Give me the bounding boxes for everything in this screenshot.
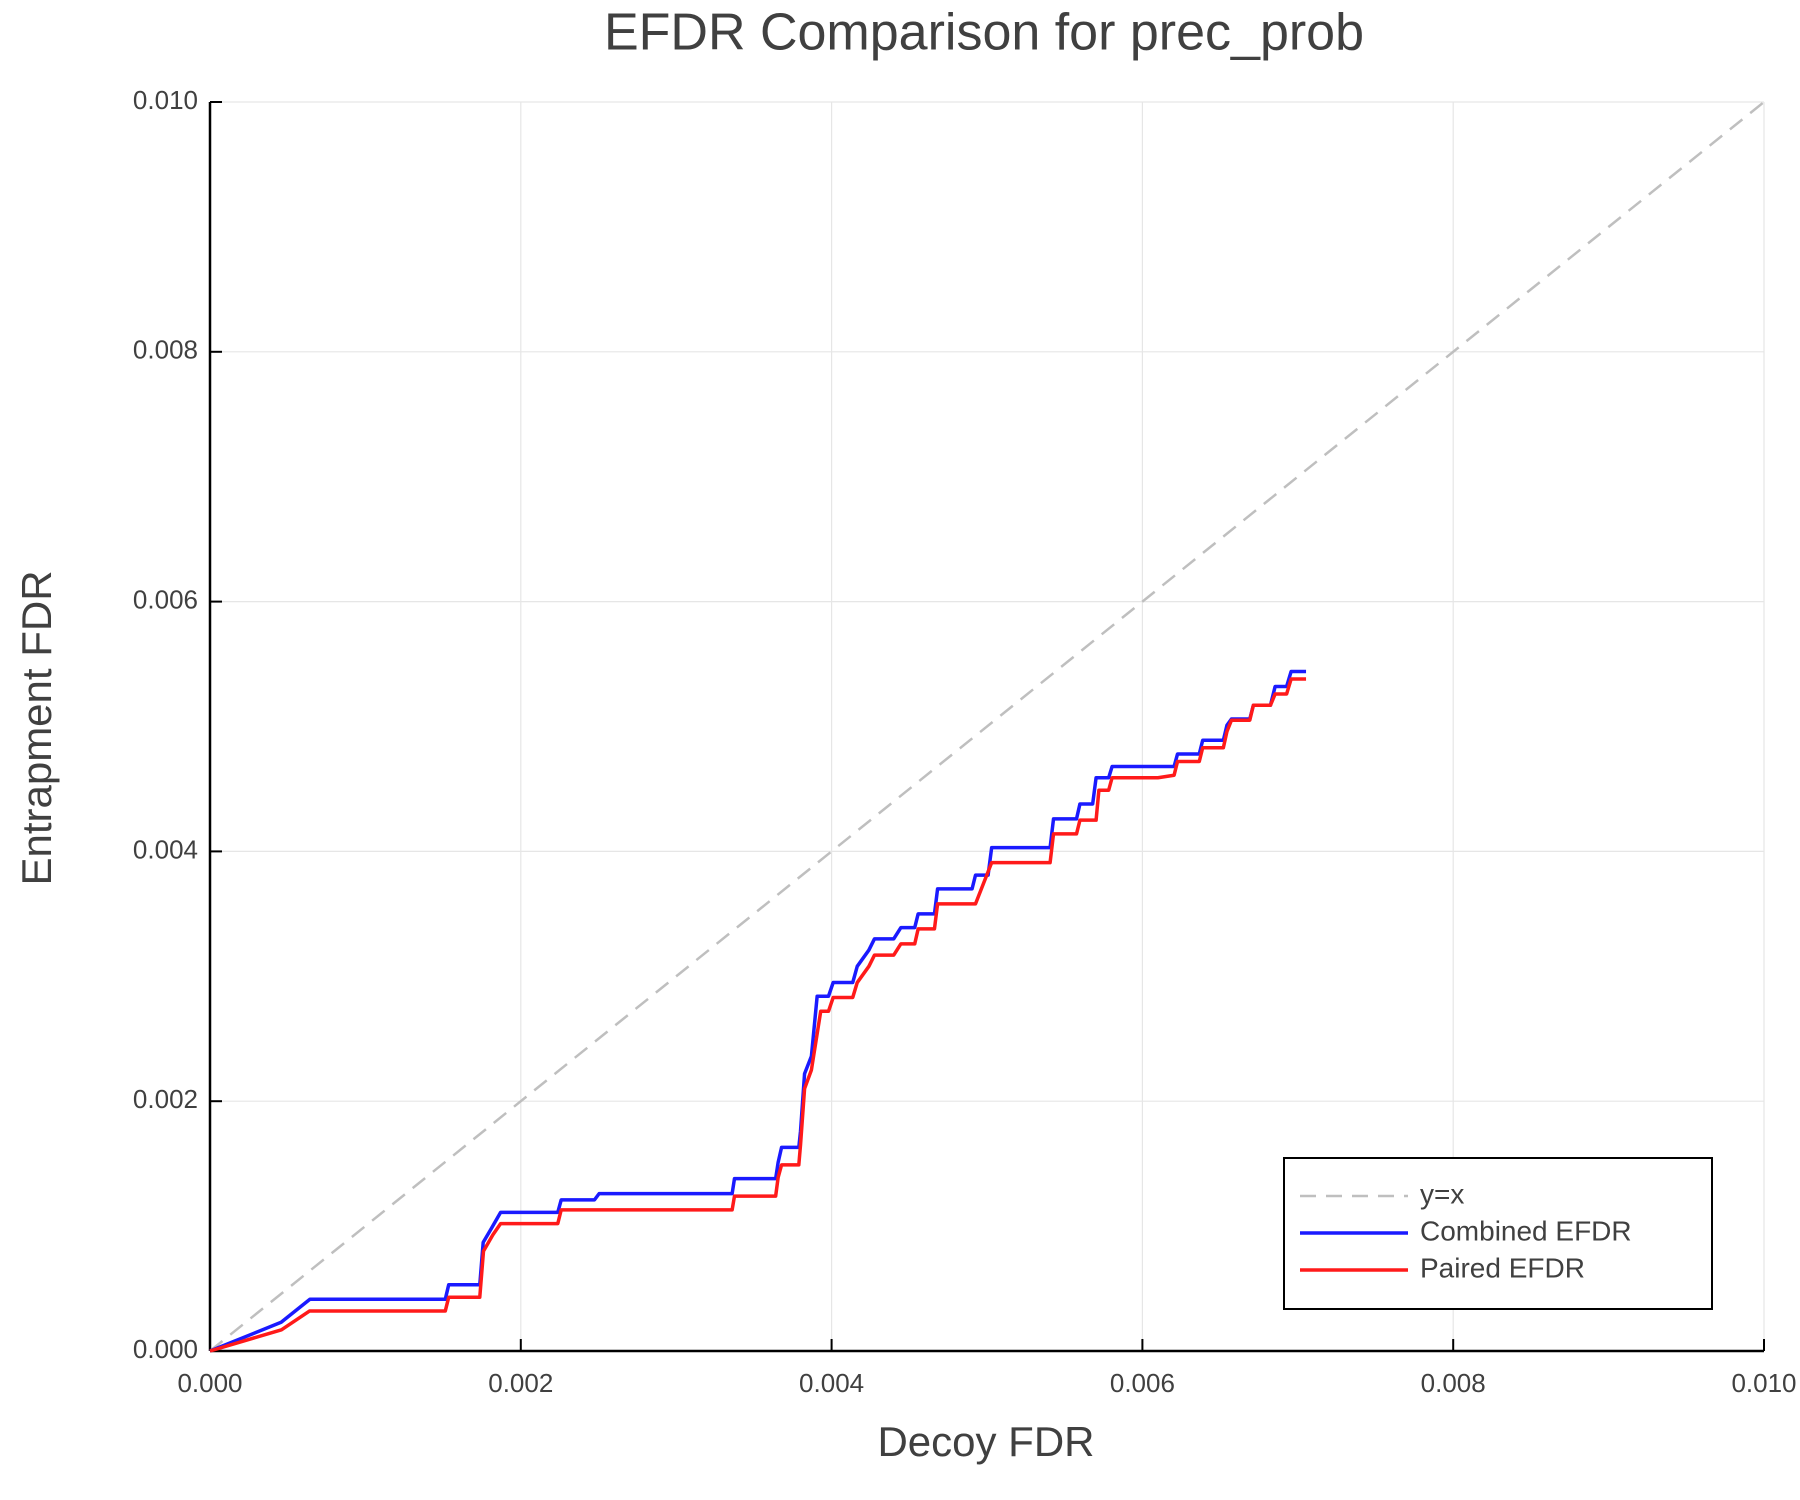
x-tick-label: 0.010 (1731, 1368, 1796, 1398)
y-tick-label: 0.002 (133, 1084, 198, 1114)
legend-label: y=x (1420, 1178, 1464, 1209)
y-tick-label: 0.000 (133, 1334, 198, 1364)
x-tick-label: 0.002 (488, 1368, 553, 1398)
series-line (209, 677, 1307, 1353)
series-line (209, 669, 1307, 1353)
y-tick-label: 0.010 (133, 85, 198, 115)
x-axis-label: Decoy FDR (877, 1418, 1094, 1465)
y-tick-label: 0.008 (133, 335, 198, 365)
y-tick-label: 0.006 (133, 584, 198, 614)
legend-label: Paired EFDR (1420, 1252, 1585, 1283)
x-tick-label: 0.008 (1421, 1368, 1486, 1398)
x-tick-label: 0.004 (799, 1368, 864, 1398)
x-tick-label: 0.000 (177, 1368, 242, 1398)
series-line (209, 101, 1765, 1352)
y-axis-label: Entrapment FDR (13, 570, 60, 885)
x-tick-label: 0.006 (1110, 1368, 1175, 1398)
y-tick-label: 0.004 (133, 834, 198, 864)
legend-label: Combined EFDR (1420, 1215, 1632, 1246)
chart-title: EFDR Comparison for prec_prob (604, 4, 1364, 62)
